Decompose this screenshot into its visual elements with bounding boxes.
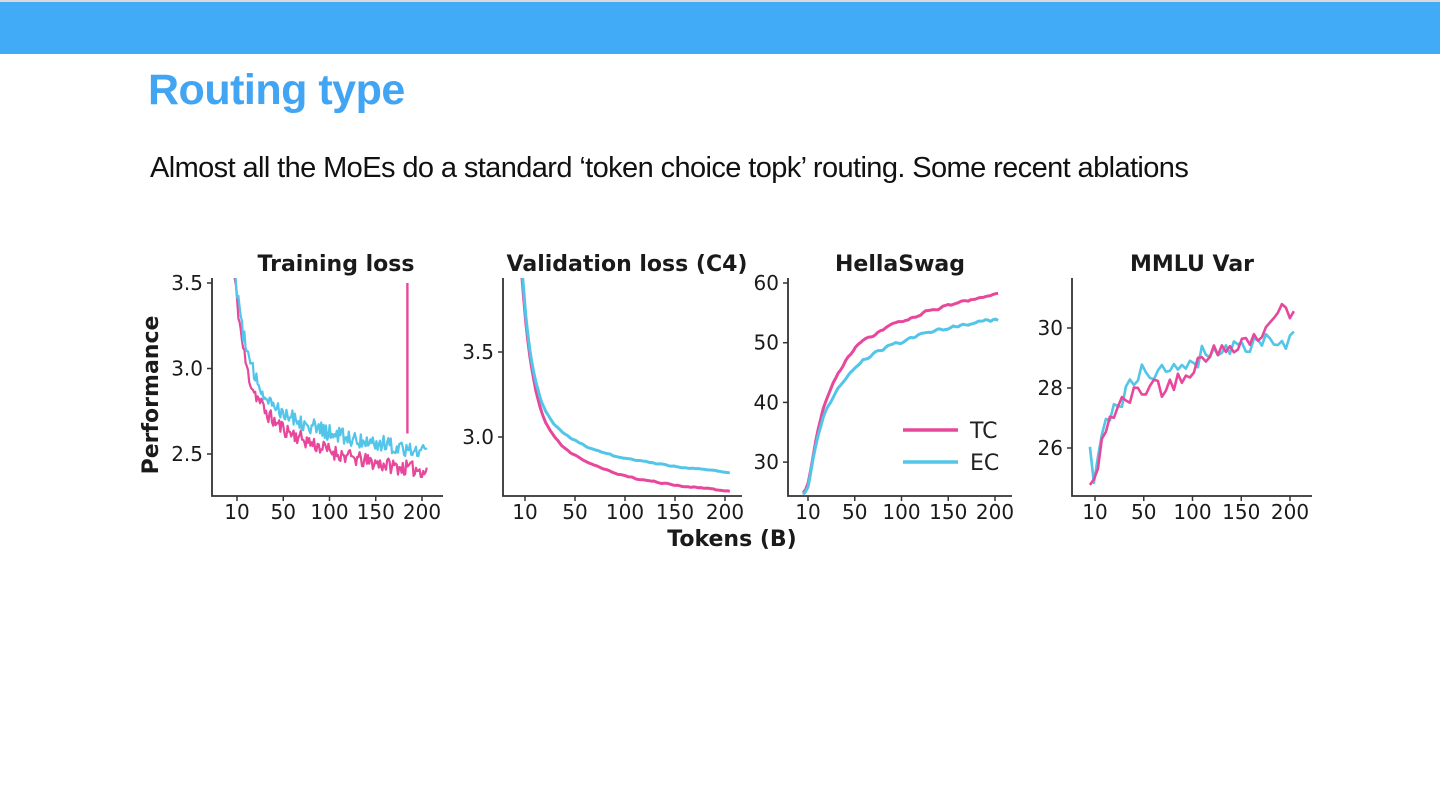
y-tick-label: 3.5 <box>171 271 203 295</box>
plot-area <box>520 278 731 493</box>
y-tick-label: 40 <box>754 390 779 414</box>
subplot-validation-loss-c4: 3.5 3.0 10 50 100 150 200 Validation loss (C4) <box>462 252 747 524</box>
series-line-TC <box>520 278 731 493</box>
x-tick-label: 10 <box>1082 500 1107 524</box>
series-line-TC <box>1088 302 1296 486</box>
x-tick-label: 150 <box>357 500 395 524</box>
x-tick-label: 150 <box>929 500 967 524</box>
subplot-title: HellaSwag <box>835 252 965 277</box>
y-tick-label: 50 <box>754 331 779 355</box>
subplot-title: Validation loss (C4) <box>507 252 748 277</box>
x-tick-label: 150 <box>656 500 694 524</box>
subplot-hellaswag: 60 50 40 30 10 50 100 150 200 HellaSwag TC EC <box>754 252 1015 524</box>
x-tick-label: 200 <box>1271 500 1309 524</box>
series-line-TC <box>233 278 428 479</box>
shared-x-axis-label: Tokens (B) <box>667 527 796 552</box>
series-line-EC <box>1088 330 1295 485</box>
subplot-training-loss: 3.5 3.0 2.5 10 50 100 150 200 Training loss <box>171 252 443 524</box>
axis-spines <box>502 278 742 497</box>
y-tick-label: 60 <box>754 271 779 295</box>
y-tick-label: 30 <box>1038 316 1063 340</box>
plot-area <box>233 278 428 479</box>
plot-area <box>1088 302 1296 486</box>
x-tick-label: 50 <box>271 500 296 524</box>
y-tick-label: 3.0 <box>462 425 494 449</box>
y-tick-label: 3.5 <box>462 340 494 364</box>
y-tick-label: 3.0 <box>171 357 203 381</box>
x-tick-label: 10 <box>512 500 537 524</box>
x-tick-label: 10 <box>795 500 820 524</box>
x-tick-label: 100 <box>882 500 920 524</box>
x-tick-label: 200 <box>976 500 1014 524</box>
series-line-EC <box>234 278 428 458</box>
series-line-EC <box>801 317 999 496</box>
plot-area <box>801 291 999 496</box>
y-tick-label: 26 <box>1038 436 1063 460</box>
x-tick-label: 50 <box>562 500 587 524</box>
axis-spines <box>787 278 1012 497</box>
x-tick-label: 50 <box>842 500 867 524</box>
subplot-mmlu-var: 30 28 26 10 50 100 150 200 MMLU Var <box>1038 252 1312 524</box>
x-tick-label: 200 <box>706 500 744 524</box>
axis-spines <box>211 278 443 497</box>
y-tick-label: 28 <box>1038 376 1063 400</box>
series-line-EC <box>521 278 730 475</box>
subplot-title: MMLU Var <box>1130 252 1254 277</box>
window-top-edge <box>0 0 1440 2</box>
x-tick-label: 150 <box>1222 500 1260 524</box>
page-title: Routing type <box>148 66 405 114</box>
results-figure: 3.5 3.0 2.5 10 50 100 150 200 Training loss 3.5 3.… <box>139 245 1340 565</box>
x-tick-label: 100 <box>310 500 348 524</box>
shared-y-axis-label: Performance <box>140 316 164 475</box>
x-tick-label: 200 <box>403 500 441 524</box>
header-bar <box>0 2 1440 54</box>
legend-label-EC: EC <box>970 451 999 476</box>
x-tick-label: 50 <box>1131 500 1156 524</box>
axis-spines <box>1071 278 1312 497</box>
y-tick-label: 2.5 <box>171 442 203 466</box>
body-text: Almost all the MoEs do a standard ‘token… <box>150 152 1189 184</box>
legend-label-TC: TC <box>969 419 998 444</box>
x-tick-label: 10 <box>224 500 249 524</box>
y-tick-label: 30 <box>754 450 779 474</box>
x-tick-label: 100 <box>606 500 644 524</box>
series-line-TC <box>801 291 999 494</box>
subplot-title: Training loss <box>258 252 415 277</box>
x-tick-label: 100 <box>1173 500 1211 524</box>
legend: TC EC <box>903 419 999 476</box>
